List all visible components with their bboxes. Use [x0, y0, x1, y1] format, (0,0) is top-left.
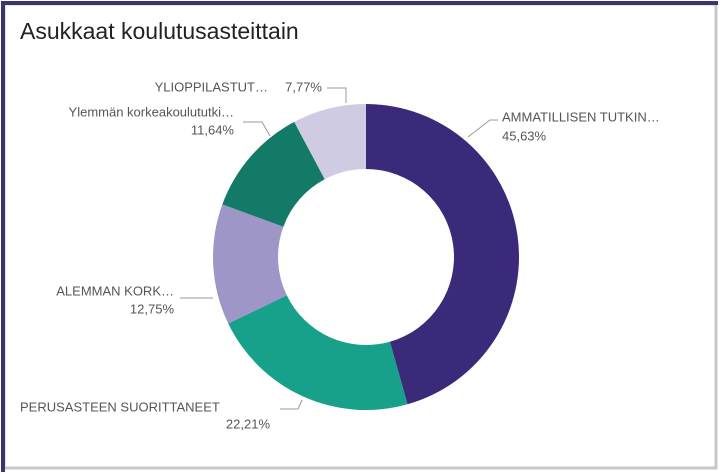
donut-segment — [222, 121, 325, 227]
donut-segment — [366, 104, 519, 405]
donut-segment — [213, 204, 287, 324]
leader-line — [327, 87, 347, 103]
segment-label: YLIOPPILASTUT… — [155, 79, 268, 94]
segment-label: AMMATILLISEN TUTKIN… — [502, 109, 660, 124]
segment-value-label: 11,64% — [191, 122, 235, 137]
segment-value-label: 7,77% — [285, 79, 322, 94]
segment-value-label: 45,63% — [502, 128, 547, 143]
segment-value-label: 12,75% — [130, 301, 175, 316]
segment-label: PERUSASTEEN SUORITTANEET — [20, 399, 220, 414]
leader-line — [243, 121, 271, 137]
leader-line — [280, 399, 303, 410]
leader-line — [467, 119, 498, 138]
segment-label: ALEMMAN KORK… — [56, 283, 174, 298]
segment-value-label: 22,21% — [226, 416, 271, 431]
donut-segment — [228, 295, 408, 410]
chart-title: Asukkaat koulutusasteittain — [20, 18, 299, 44]
segment-label: Ylemmän korkeakoulututki… — [69, 104, 234, 119]
donut-segment — [294, 104, 366, 180]
